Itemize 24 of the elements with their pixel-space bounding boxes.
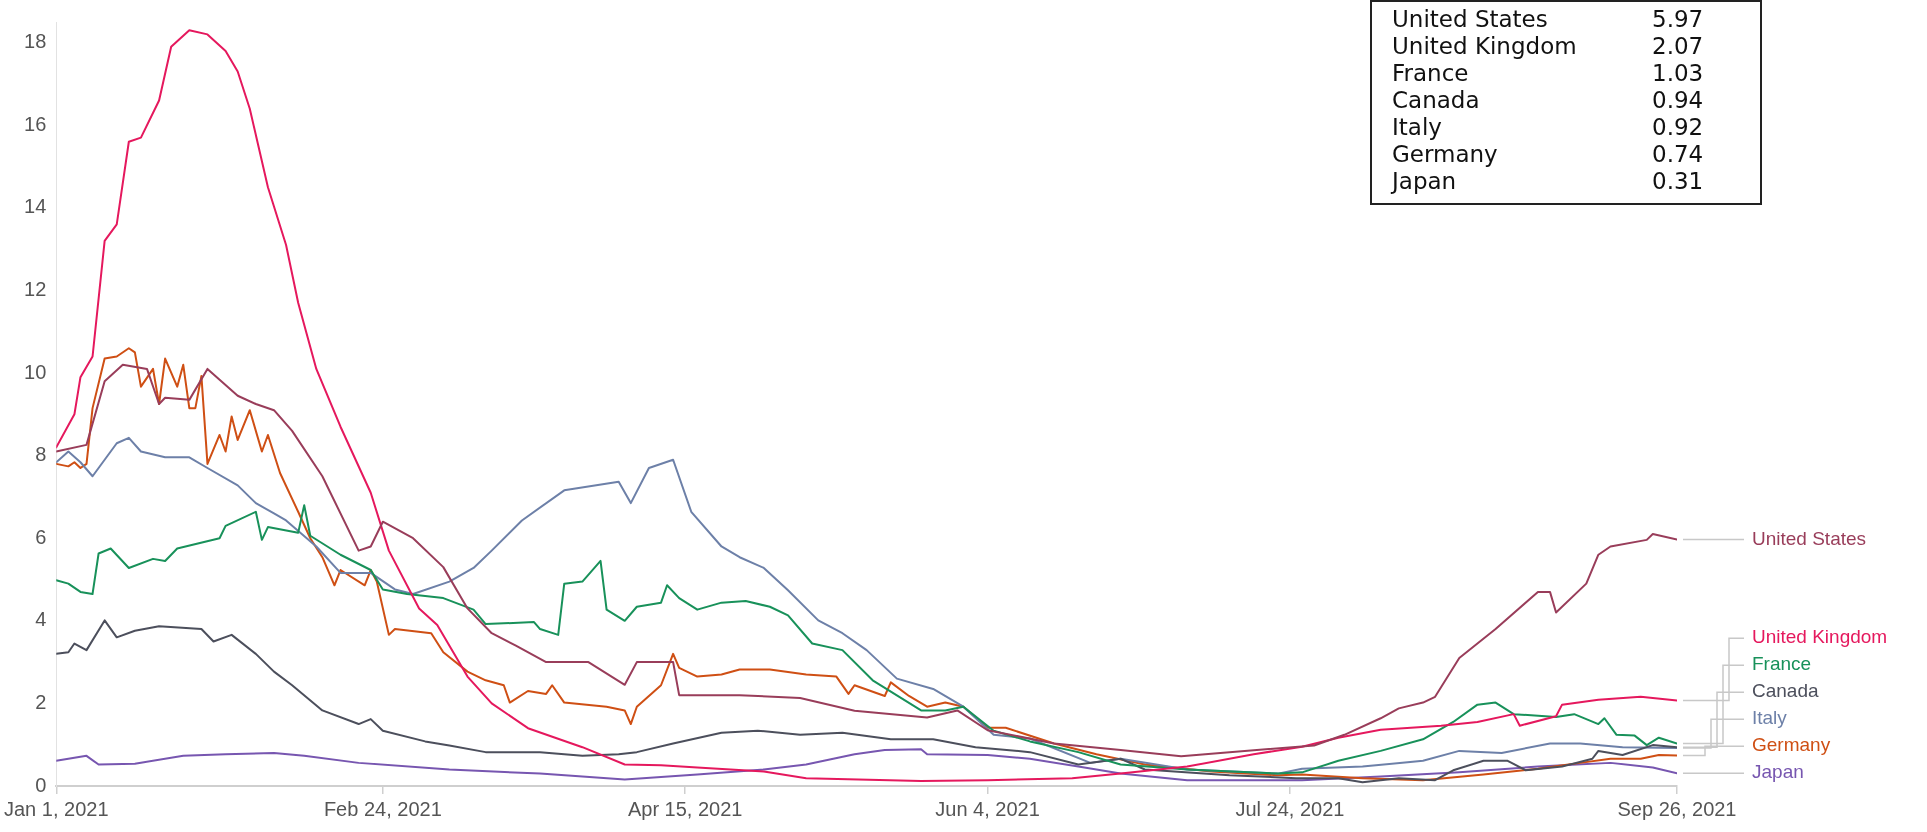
y-tick-label: 16: [24, 112, 47, 135]
y-tick-label: 14: [24, 195, 47, 218]
x-tick-label: Jul 24, 2021: [1235, 797, 1345, 820]
y-tick-label: 8: [35, 443, 47, 466]
text: Canada: [1752, 680, 1819, 702]
text: United States: [1752, 527, 1867, 549]
y-tick-label: 12: [24, 277, 47, 300]
y-tick-label: 4: [35, 608, 47, 631]
y-tick-label: 10: [24, 360, 47, 383]
y-tick-label: 0: [35, 773, 47, 796]
x-tick-label: Sep 26, 2021: [1617, 797, 1737, 820]
y-tick-label: 6: [35, 525, 47, 548]
x-tick-label: Apr 15, 2021: [627, 797, 743, 820]
x-tick-label: Feb 24, 2021: [323, 797, 442, 820]
text-box: United States 5.97 United Kingdom 2.07 France 1.03 Canada 0.94 Italy 0.92 Germany 0.74 Japan 0.31: [1370, 0, 1762, 205]
y-tick-label: 2: [35, 690, 47, 713]
x-tick-label: Jun 4, 2021: [935, 797, 1040, 820]
x-tick-label: Jan 1, 2021: [4, 797, 109, 820]
text: United Kingdom: [1752, 626, 1888, 648]
text: Japan: [1752, 761, 1804, 783]
text: Italy: [1752, 707, 1788, 729]
text: France: [1752, 653, 1812, 675]
text: Germany: [1752, 734, 1831, 756]
y-tick-label: 18: [24, 30, 47, 53]
